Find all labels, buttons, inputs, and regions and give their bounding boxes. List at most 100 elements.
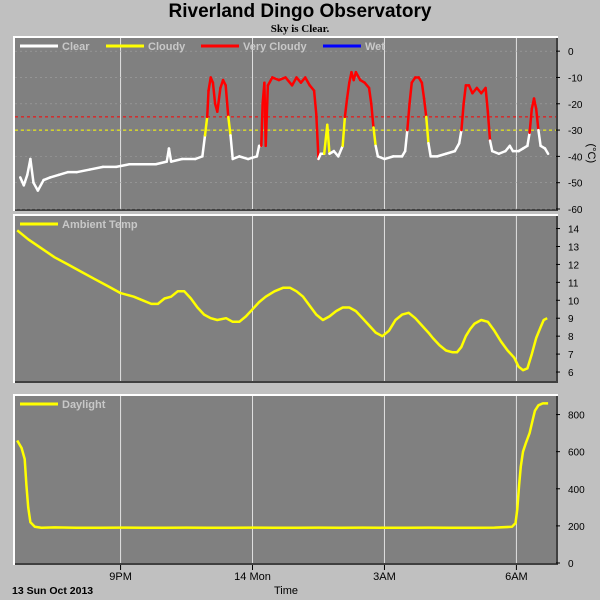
y-tick-label: 8 [568,332,574,343]
sky-temp-segment [114,163,131,169]
sky-temp-segment [406,102,411,132]
sky-temp-segment [460,102,465,132]
sky-temp-segment [543,147,550,156]
sky-temp-segment [255,144,261,158]
sky-temp-segment [526,131,531,148]
sky-temp-segment [290,76,298,87]
sky-temp-segment [224,84,230,119]
sky-temp-segment [528,107,534,134]
legend-label: Wet [365,41,385,53]
sky-temp-segment [304,76,311,87]
sky-temp-segment [194,155,204,161]
legend-label: Ambient Temp [62,219,138,231]
sky-temp-segment [370,102,375,129]
sky-temp-segment [227,115,232,137]
y-tick-label: 0 [568,47,574,58]
legend-label: Very Cloudy [243,41,307,53]
legend-label: Cloudy [148,41,186,53]
sky-temp-segment [48,173,61,179]
ambient-line [16,229,548,372]
sky-temp-segment [367,86,373,106]
y-tick-label: -10 [568,73,583,84]
y-tick-label: -30 [568,126,583,137]
y-axis-unit: (°C) [585,144,597,164]
y-tick-label: 400 [568,485,585,496]
sky-temp-segment [424,115,430,145]
y-tick-label: 13 [568,242,580,253]
y-tick-label: -60 [568,205,583,216]
sky-temp-segment [383,155,395,161]
sky-temp-segment [229,134,234,161]
sky-temp-segment [345,81,351,100]
sky-temp-segment [427,141,432,158]
sky-temp-segment [266,76,274,87]
y-tick-label: 14 [568,225,580,236]
sky-temp-segment [354,70,362,82]
y-tick-label: 7 [568,350,574,361]
sky-temp-segment [75,168,92,174]
y-tick-label: 0 [568,559,574,570]
legend-label: Daylight [62,399,106,411]
sky-temp-segment [422,97,428,119]
sky-temp-segment [246,155,259,161]
sky-temp-segment [205,89,210,119]
sky-temp-segment [312,89,318,116]
plot-area-daylight [15,396,556,563]
y-tick-label: 200 [568,522,585,533]
sky-temp-segment [372,126,377,148]
sky-temp-segment [57,170,70,177]
sky-temp-segment [154,160,168,166]
sky-temp-segment [32,181,40,192]
sky-temp-segment [462,84,468,106]
sky-temp-segment [238,155,250,161]
sky-temp-segment [444,149,457,156]
y-tick-label: 6 [568,368,574,379]
sky-temp-segment [216,86,222,113]
sky-status-subtitle: Sky is Clear. [270,23,330,35]
sky-temp-segment [534,107,540,132]
y-tick-label: 10 [568,296,580,307]
sky-temp-segment [453,141,461,153]
sky-temp-segment [284,76,294,87]
sky-temp-segment [211,81,217,106]
sky-temp-segment [201,134,207,158]
y-tick-label: -20 [568,100,583,111]
sky-temp-segment [403,128,409,153]
y-tick-label: 600 [568,448,585,459]
x-tick-label: 9PM [109,571,132,583]
sky-temp-segment [488,139,494,153]
x-axis-label: Time [274,585,298,597]
y-tick-label: -50 [568,179,583,190]
sky-temp-segment [203,115,209,137]
sky-temp-segment [341,115,347,148]
sky-temp-segment [467,84,474,95]
x-tick-label: 14 Mon [234,571,271,583]
x-tick-label: 6AM [505,571,528,583]
sky-temp-segment [264,84,270,148]
sky-temp-segment [486,110,492,142]
sky-temp-segment [326,123,331,156]
x-tick-label: 3AM [373,571,396,583]
daylight-line [16,402,549,529]
sky-temp-segment [337,144,344,158]
sky-temp-segment [532,97,538,111]
date-label: 13 Sun Oct 2013 [12,585,93,597]
sky-temp-segment [29,157,35,184]
sky-temp-segment [435,152,448,158]
sky-temp-segment [260,102,264,148]
sky-temp-segment [420,81,426,100]
chart-title: Riverland Dingo Observatory [168,1,432,22]
plot-area-ambient [15,216,556,381]
sky-temp-segment [22,173,29,187]
sky-temp-segment [408,81,413,106]
y-tick-label: 11 [568,278,579,289]
sky-temp-segment [537,128,542,148]
plot-area-sky [15,38,556,209]
legend-label: Clear [62,41,90,53]
sky-temp-segment [315,113,320,161]
sky-temp-segment [167,147,173,163]
sky-temp-segment [36,178,45,192]
sky-temp-segment [343,97,349,119]
y-tick-label: 800 [568,411,585,422]
